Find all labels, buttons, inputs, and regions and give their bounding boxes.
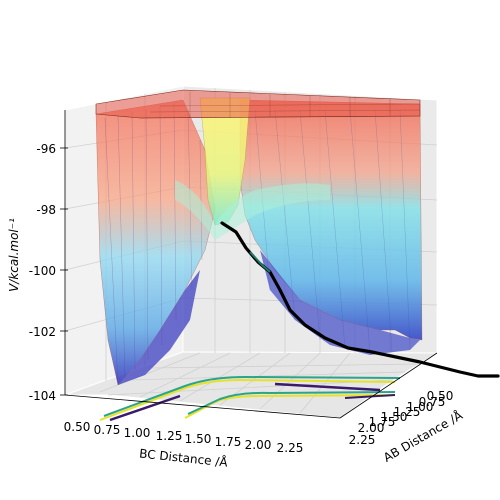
z-axis: -96 -98 -100 -102 -104	[29, 110, 68, 403]
trajectory-start-segment	[249, 251, 271, 273]
surface-right-region	[239, 99, 423, 355]
y-tick-label: 0.75	[419, 395, 446, 409]
z-tick-label: -104	[29, 389, 56, 403]
y-tick-label: 1.25	[394, 405, 421, 419]
z-tick-label: -96	[36, 142, 56, 156]
surface-left-wall	[95, 99, 216, 386]
x-tick-label: 1.75	[215, 435, 242, 449]
z-tick-label: -102	[29, 325, 56, 339]
z-tick-label: -100	[29, 264, 56, 278]
x-tick-label: 0.50	[64, 420, 91, 434]
x-axis: 0.50 0.75 1.00 1.25 1.50 1.75 2.00 2.25	[64, 394, 341, 455]
y-tick-label: 2.00	[358, 421, 385, 435]
y-tick-label: 2.25	[349, 433, 376, 447]
surface-plateau	[95, 89, 421, 119]
x-tick-label: 1.50	[185, 432, 212, 446]
y-tick-label: 1.00	[407, 400, 434, 414]
x-tick-label: 1.25	[156, 429, 183, 443]
x-tick-label: 2.25	[277, 441, 304, 455]
x-tick-label: 0.75	[94, 423, 121, 437]
surface-saddle	[175, 97, 330, 240]
x-axis-label: BC Distance /Å	[139, 445, 230, 469]
z-tick-label: -98	[36, 203, 56, 217]
contour-projection	[99, 375, 401, 422]
y-tick-label: 0.50	[427, 389, 454, 403]
z-axis-label: V/kcal.mol⁻¹	[7, 218, 21, 292]
y-tick-label: 1.50	[381, 410, 408, 424]
y-axis: 0.50 0.75 1.00 1.25 1.50 1.75 2.00 2.25	[339, 352, 454, 447]
x-tick-label: 2.00	[245, 438, 272, 452]
y-tick-label: 1.75	[369, 415, 396, 429]
x-tick-label: 1.00	[124, 426, 151, 440]
